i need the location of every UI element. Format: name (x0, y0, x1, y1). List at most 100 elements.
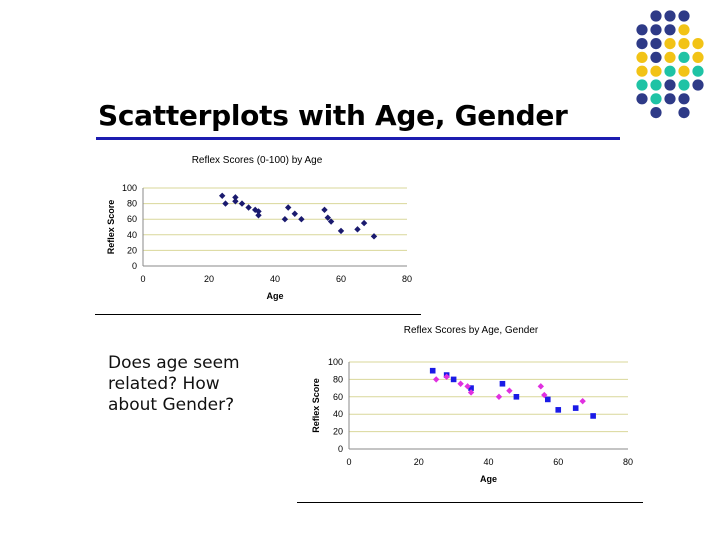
chart1-point (255, 212, 262, 219)
chart2-point (499, 380, 506, 387)
chart2-x-tick-label: 0 (346, 457, 351, 467)
decorative-dot (664, 65, 676, 77)
chart2-point (555, 407, 562, 413)
chart1-point (285, 204, 292, 211)
decorative-dot (692, 51, 704, 64)
chart2-x-tick-label: 20 (414, 457, 424, 467)
decorative-dot (678, 24, 690, 36)
chart1-point (255, 208, 262, 215)
chart1-title: Reflex Scores (0-100) by Age (192, 155, 323, 166)
chart2-y-tick-label: 60 (333, 392, 343, 402)
body-text: Does age seem related? How about Gender? (108, 353, 240, 415)
decorative-dot (636, 93, 648, 105)
decorative-dot (678, 93, 690, 105)
decorative-dot (650, 51, 662, 64)
decorative-dot (664, 24, 676, 36)
chart2-point (590, 413, 596, 419)
decorative-dot (664, 38, 676, 50)
chart1-point (327, 218, 335, 225)
decorative-dot (678, 38, 690, 50)
chart2-point (506, 387, 513, 394)
chart2-point (468, 385, 474, 391)
chart1-point (321, 206, 328, 214)
chart1-x-tick-label: 0 (140, 274, 145, 284)
decorative-dot (692, 38, 704, 50)
chart1-point (298, 216, 305, 223)
chart1-point (370, 233, 378, 240)
chart1-point (281, 216, 289, 223)
decorative-dot (650, 24, 662, 36)
chart1-point (222, 200, 229, 207)
chart2-point (467, 389, 475, 396)
chart1-y-axis-title: Reflex Score (106, 200, 116, 255)
decorative-dot (650, 65, 662, 77)
decorative-dot (636, 79, 648, 91)
decorative-dot (636, 24, 648, 36)
chart1-bottom-rule (95, 314, 421, 315)
decorative-dot (636, 38, 648, 50)
chart1-point (232, 198, 239, 205)
chart1-x-tick-label: 20 (204, 274, 214, 284)
chart1-y-tick-label: 40 (127, 230, 137, 240)
decorative-dot (650, 38, 662, 50)
chart2-point (537, 383, 545, 390)
chart1-x-tick-label: 40 (270, 274, 280, 284)
decorative-dot (664, 93, 676, 105)
chart1-point (238, 200, 246, 207)
chart1-point (219, 192, 226, 199)
slide-title: Scatterplots with Age, Gender (98, 99, 568, 132)
chart1-point (324, 214, 331, 221)
chart2-bottom-rule (297, 502, 643, 503)
chart2-point (429, 367, 436, 374)
chart2-point (495, 393, 503, 400)
chart1-y-tick-label: 0 (132, 261, 137, 271)
chart2-point (457, 380, 464, 387)
chart1-x-tick-label: 60 (336, 274, 346, 284)
decorative-dot (650, 79, 662, 91)
title-underline (96, 137, 620, 140)
chart2-point (544, 396, 551, 403)
decorative-dot (650, 10, 662, 22)
chart2-x-tick-label: 80 (623, 457, 633, 467)
chart2-point (432, 376, 440, 383)
decorative-dot (692, 65, 704, 77)
chart2-title: Reflex Scores by Age, Gender (404, 325, 539, 336)
chart1-point (360, 219, 368, 227)
chart2-y-tick-label: 40 (333, 409, 343, 419)
decorative-dot (650, 107, 662, 119)
decorative-dot (650, 93, 662, 105)
chart1-point (354, 226, 361, 233)
chart2-point (464, 383, 471, 390)
decorative-dot (678, 79, 690, 91)
chart2-x-axis-title: Age (480, 474, 497, 484)
chart1-point (337, 227, 345, 235)
chart2-y-tick-label: 100 (328, 357, 343, 367)
decorative-dot (636, 65, 648, 77)
chart2-point (513, 394, 520, 400)
decorative-dot (678, 65, 690, 77)
decorative-dot (664, 79, 676, 91)
chart2-point (572, 405, 579, 411)
chart2-y-tick-label: 0 (338, 444, 343, 454)
decorative-dot (664, 10, 676, 22)
chart2-point (541, 391, 548, 399)
chart2-y-tick-label: 20 (333, 427, 343, 437)
decorative-dot (678, 107, 690, 119)
chart2-x-tick-label: 40 (483, 457, 493, 467)
decorative-dot-grid (636, 10, 704, 119)
decorative-dot (678, 51, 690, 64)
decorative-dot (692, 79, 704, 91)
chart2-point (579, 397, 586, 405)
chart2-point (443, 373, 450, 380)
chart1-y-tick-label: 80 (127, 199, 137, 209)
chart2-x-tick-label: 60 (553, 457, 563, 467)
chart2-point (450, 376, 457, 383)
chart1-x-tick-label: 80 (402, 274, 412, 284)
chart1-y-tick-label: 60 (127, 214, 137, 224)
chart1-y-tick-label: 100 (122, 183, 137, 193)
chart1-point (291, 210, 298, 217)
chart1-y-tick-label: 20 (127, 245, 137, 255)
chart1-point (232, 194, 239, 201)
